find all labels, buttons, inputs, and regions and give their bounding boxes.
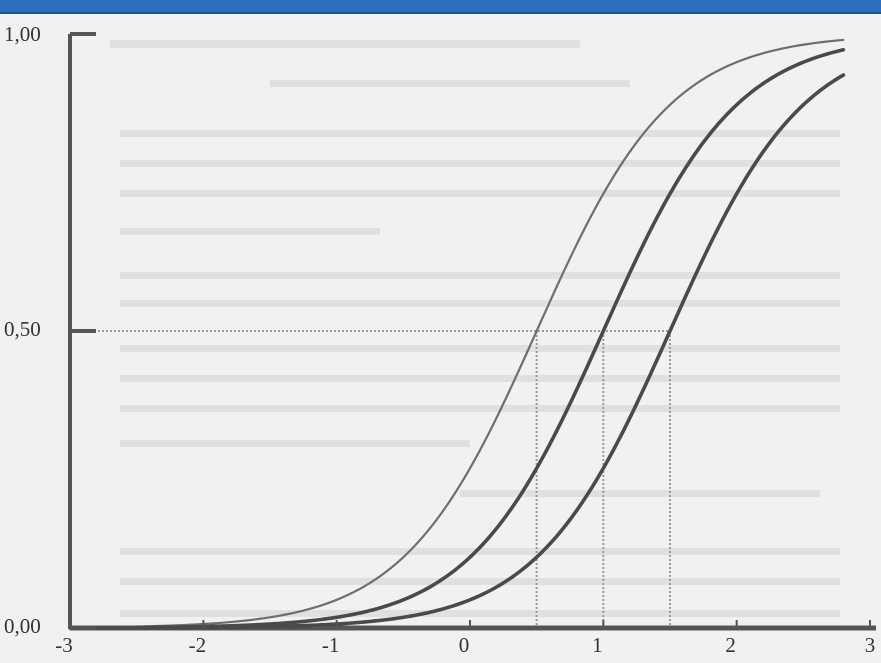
x-tick-label: 2	[725, 633, 736, 657]
series-line-1	[68, 38, 845, 629]
reference-guides	[70, 330, 671, 628]
x-tick-label: 1	[592, 633, 603, 657]
x-tick-label: 3	[865, 633, 876, 657]
x-tick-label: -1	[322, 633, 340, 657]
top-banner	[0, 0, 881, 14]
y-tick-label: 1,00	[4, 22, 41, 46]
curves	[68, 38, 846, 630]
y-axis-ticks: 0,00 0,50 1,00	[4, 22, 96, 638]
x-tick-label: 0	[459, 633, 470, 657]
x-tick-label: -2	[189, 633, 207, 657]
x-axis-ticks: -3 -2 -1 0 1 2 3	[55, 620, 875, 657]
series-line-3	[68, 73, 846, 630]
y-tick-label: 0,50	[4, 317, 41, 341]
x-tick-label: -3	[55, 633, 73, 657]
bleed-through-texture	[110, 40, 840, 617]
y-tick-label: 0,00	[4, 614, 41, 638]
